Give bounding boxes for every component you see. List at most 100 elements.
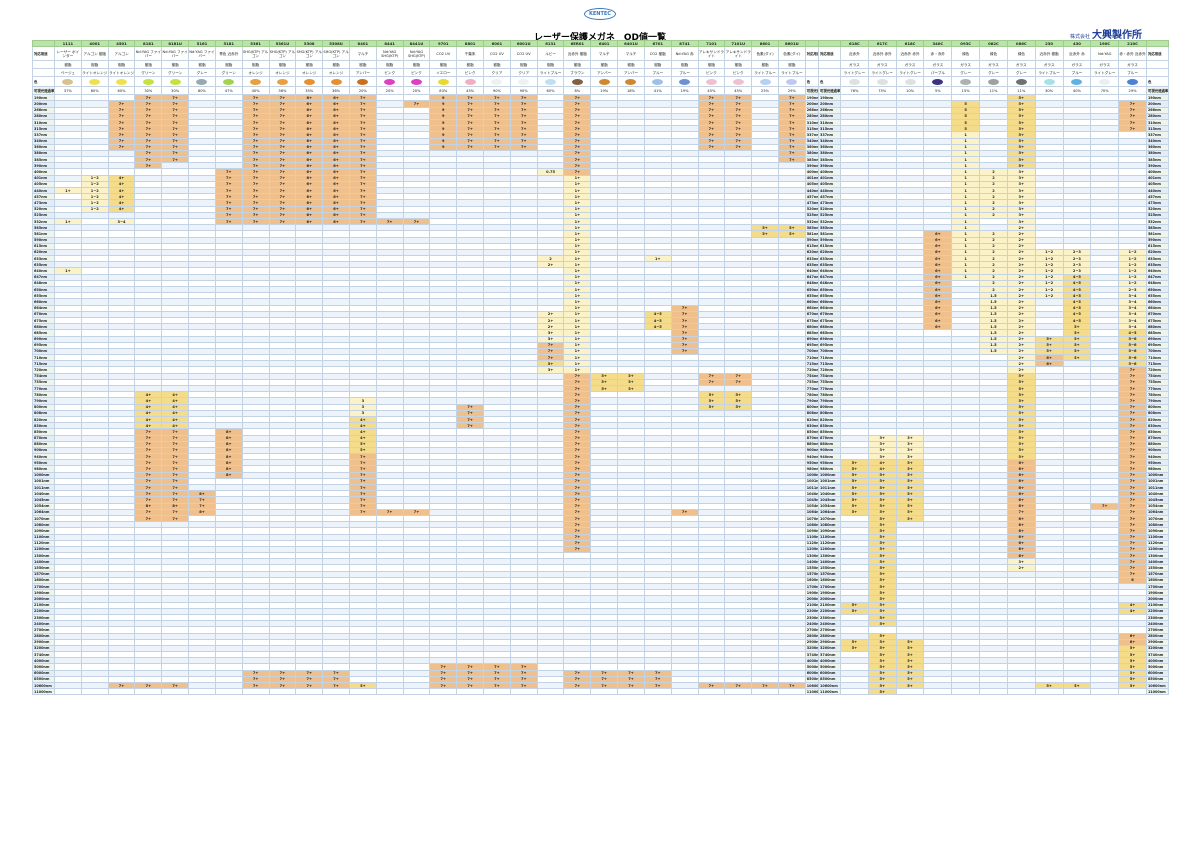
col-material: 樹脂 <box>375 60 404 70</box>
col-color-name: クリア <box>483 68 511 78</box>
header-row-model: 618C 617C 618C 340C 093C 082C 086C 230 430 190C 21… <box>818 39 1169 48</box>
od-cell <box>295 688 324 696</box>
col-vlt: 45% <box>697 86 726 96</box>
od-cell <box>895 688 925 696</box>
col-color-swatch <box>724 76 753 88</box>
col-material: ガラス <box>1006 60 1036 70</box>
col-color-swatch <box>643 76 672 88</box>
col-use: 近赤外 赤外 <box>895 46 925 62</box>
od-row: 457nm 1 2 3+ 457nm <box>818 193 1169 201</box>
col-material: ガラス <box>951 60 981 70</box>
col-color-swatch <box>840 76 869 88</box>
od-cell <box>268 688 297 696</box>
col-vlt: 11% <box>979 86 1008 96</box>
company-name: 株式会社 大興製作所 <box>1012 26 1142 41</box>
od-row: 360nm 1 5+ 360nm <box>818 143 1169 151</box>
col-color-name: ライトブルー <box>751 68 779 78</box>
od-row: 1300nm 5+ 6+ 7+ 1300nm <box>818 552 1169 560</box>
header-row-color-name: ベージュ ライトオレンジ ライトオレンジ グリーン グリーン グレー グリーン オレンジ オレン… <box>32 68 828 78</box>
col-color-swatch <box>867 76 897 88</box>
col-vlt: 83% <box>429 86 458 96</box>
col-color-name: ピンク <box>697 68 726 78</box>
col-use: アレキサンドライト <box>724 46 753 62</box>
lens-color-swatch <box>876 78 888 85</box>
od-row: 710nm 2+ 6+ 5+ 5~6 710nm <box>818 354 1169 362</box>
col-color-name: パープル <box>923 68 953 78</box>
col-vlt: 41% <box>643 86 672 96</box>
od-row: 380nm 7+ 7+ 7+ 7+ 6+ 6+ 7+ 7+ 7+ 380nm <box>32 149 828 158</box>
od-row: 2800nm 2800nm <box>32 632 828 640</box>
col-color-name: アンバー <box>590 68 619 78</box>
col-color-swatch <box>188 76 216 88</box>
lens-color-swatch <box>196 78 208 85</box>
col-material: ガラス <box>1118 60 1147 70</box>
col-color-name: ブルー <box>670 68 699 78</box>
wavelength-label: 11000nm <box>1145 688 1169 696</box>
row-label <box>818 39 841 48</box>
lens-color-swatch <box>250 78 262 85</box>
od-cell <box>161 688 190 696</box>
lens-color-swatch <box>960 78 972 85</box>
lens-color-swatch <box>848 78 860 85</box>
col-color-swatch <box>1118 76 1147 88</box>
col-color-name: グリーン <box>134 68 163 78</box>
col-color-name: オレンジ <box>295 68 324 78</box>
col-vlt: 36% <box>322 86 350 96</box>
od-cell <box>1006 688 1036 696</box>
od-cell <box>348 688 377 696</box>
od-cell <box>670 688 699 696</box>
company-main-name: 大興製作所 <box>1092 30 1142 41</box>
col-vlt: 90% <box>509 86 538 96</box>
col-use: Nd:YAG ファイバー <box>134 46 163 62</box>
col-vlt: 75% <box>867 86 897 96</box>
col-use: 緑色 <box>951 46 981 62</box>
col-color-swatch <box>777 76 806 88</box>
od-row: 1550nm 1550nm <box>32 564 828 572</box>
col-color-swatch <box>923 76 953 88</box>
col-use: 色素(ダイ) <box>777 46 806 62</box>
col-color-swatch <box>348 76 377 88</box>
col-material: 樹脂 <box>509 60 538 70</box>
col-use: マルチ <box>590 46 619 62</box>
od-row: 1700nm 5+ 1700nm <box>818 582 1169 591</box>
col-color-swatch <box>268 76 297 88</box>
col-use: CO2 UV <box>483 46 511 62</box>
od-row: 1080nm 7+ 1080nm <box>32 521 828 529</box>
lens-color-swatch <box>904 78 916 85</box>
lens-color-swatch <box>786 78 798 85</box>
od-row: 880nm 7+ 7+ 8+ 5+ 7+ 880nm <box>32 440 828 448</box>
col-material: ガラス <box>867 60 897 70</box>
col-color-name: ライトオレンジ <box>107 68 136 78</box>
od-cell <box>402 688 431 696</box>
col-vlt: 60% <box>107 86 136 96</box>
col-vlt: 20% <box>375 86 404 96</box>
od-row: 635nm 2+ 1+ 635nm <box>32 261 828 269</box>
od-row: 440nm 1 2 3+ 440nm <box>818 186 1169 195</box>
col-vlt: 19% <box>670 86 699 96</box>
col-use: 近赤外 樹脂 <box>563 46 592 62</box>
lens-color-swatch <box>1099 78 1111 85</box>
od-row: 3200nm 5+ 5+ 5+ 5+ 3200nm <box>818 644 1169 653</box>
od-row: 940nm 3+ 3+ 5+ 7+ 940nm <box>818 453 1169 461</box>
col-vlt: 5% <box>923 86 953 96</box>
col-material: 樹脂 <box>670 60 699 70</box>
col-material: 樹脂 <box>456 60 484 70</box>
col-vlt: 25% <box>751 86 779 96</box>
od-table-block-glass: 618C 617C 618C 340C 093C 082C 086C 230 430 190C 21… <box>818 39 1169 696</box>
col-use: マルチ <box>348 46 377 62</box>
lens-color-swatch <box>437 78 449 85</box>
row-label <box>818 68 841 78</box>
od-row: 820nm 4+ 4+ 4+ 7+ 7+ 820nm <box>32 415 828 424</box>
od-row: 266nm 7+ 7+ 7+ 7+ 7+ 6+ 6+ 7+ 9 7+ 7+ 7+ 7+ 7+ 7+ 7+ 266n… <box>32 106 828 114</box>
od-row: 830nm 4+ 4+ 4+ 7+ 7+ 830nm <box>32 422 828 430</box>
col-color-swatch <box>161 76 190 88</box>
lens-color-swatch <box>169 78 181 85</box>
col-use: アレキサンドライト <box>697 46 726 62</box>
col-color-name: ライトグレー <box>1090 68 1120 78</box>
od-cell <box>134 688 163 696</box>
col-color-name: ライトグレー <box>867 68 897 78</box>
col-color-name: ピンク <box>456 68 484 78</box>
col-vlt: 30% <box>134 86 163 96</box>
col-vlt: 29% <box>777 86 806 96</box>
col-vlt: 8% <box>563 86 592 96</box>
